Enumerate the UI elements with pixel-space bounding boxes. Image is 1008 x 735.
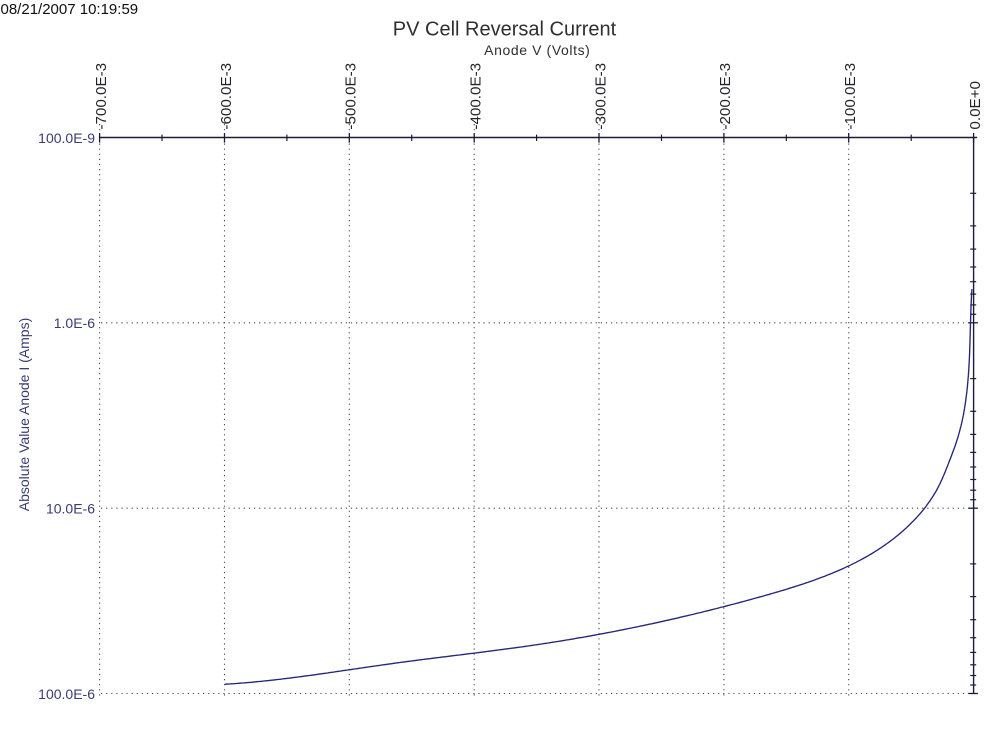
svg-text:100.0E-9: 100.0E-9: [38, 130, 95, 146]
svg-text:PV Cell Reversal Current: PV Cell Reversal Current: [393, 18, 617, 40]
svg-text:10.0E-6: 10.0E-6: [46, 501, 95, 517]
svg-text:-400.0E-3: -400.0E-3: [468, 63, 485, 130]
svg-text:-100.0E-3: -100.0E-3: [842, 63, 859, 130]
svg-text:Anode V (Volts): Anode V (Volts): [484, 42, 590, 58]
svg-text:Absolute Value Anode I (Amps): Absolute Value Anode I (Amps): [16, 318, 32, 512]
svg-text:-600.0E-3: -600.0E-3: [218, 63, 235, 130]
svg-text:-300.0E-3: -300.0E-3: [592, 63, 609, 130]
svg-text:-700.0E-3: -700.0E-3: [93, 63, 110, 130]
svg-text:-200.0E-3: -200.0E-3: [717, 63, 734, 130]
svg-text:100.0E-6: 100.0E-6: [38, 686, 95, 702]
svg-text:1.0E-6: 1.0E-6: [54, 315, 95, 331]
svg-text:0.0E+0: 0.0E+0: [967, 81, 984, 130]
svg-text:-500.0E-3: -500.0E-3: [343, 63, 360, 130]
svg-text:08/21/2007 10:19:59: 08/21/2007 10:19:59: [1, 1, 139, 18]
